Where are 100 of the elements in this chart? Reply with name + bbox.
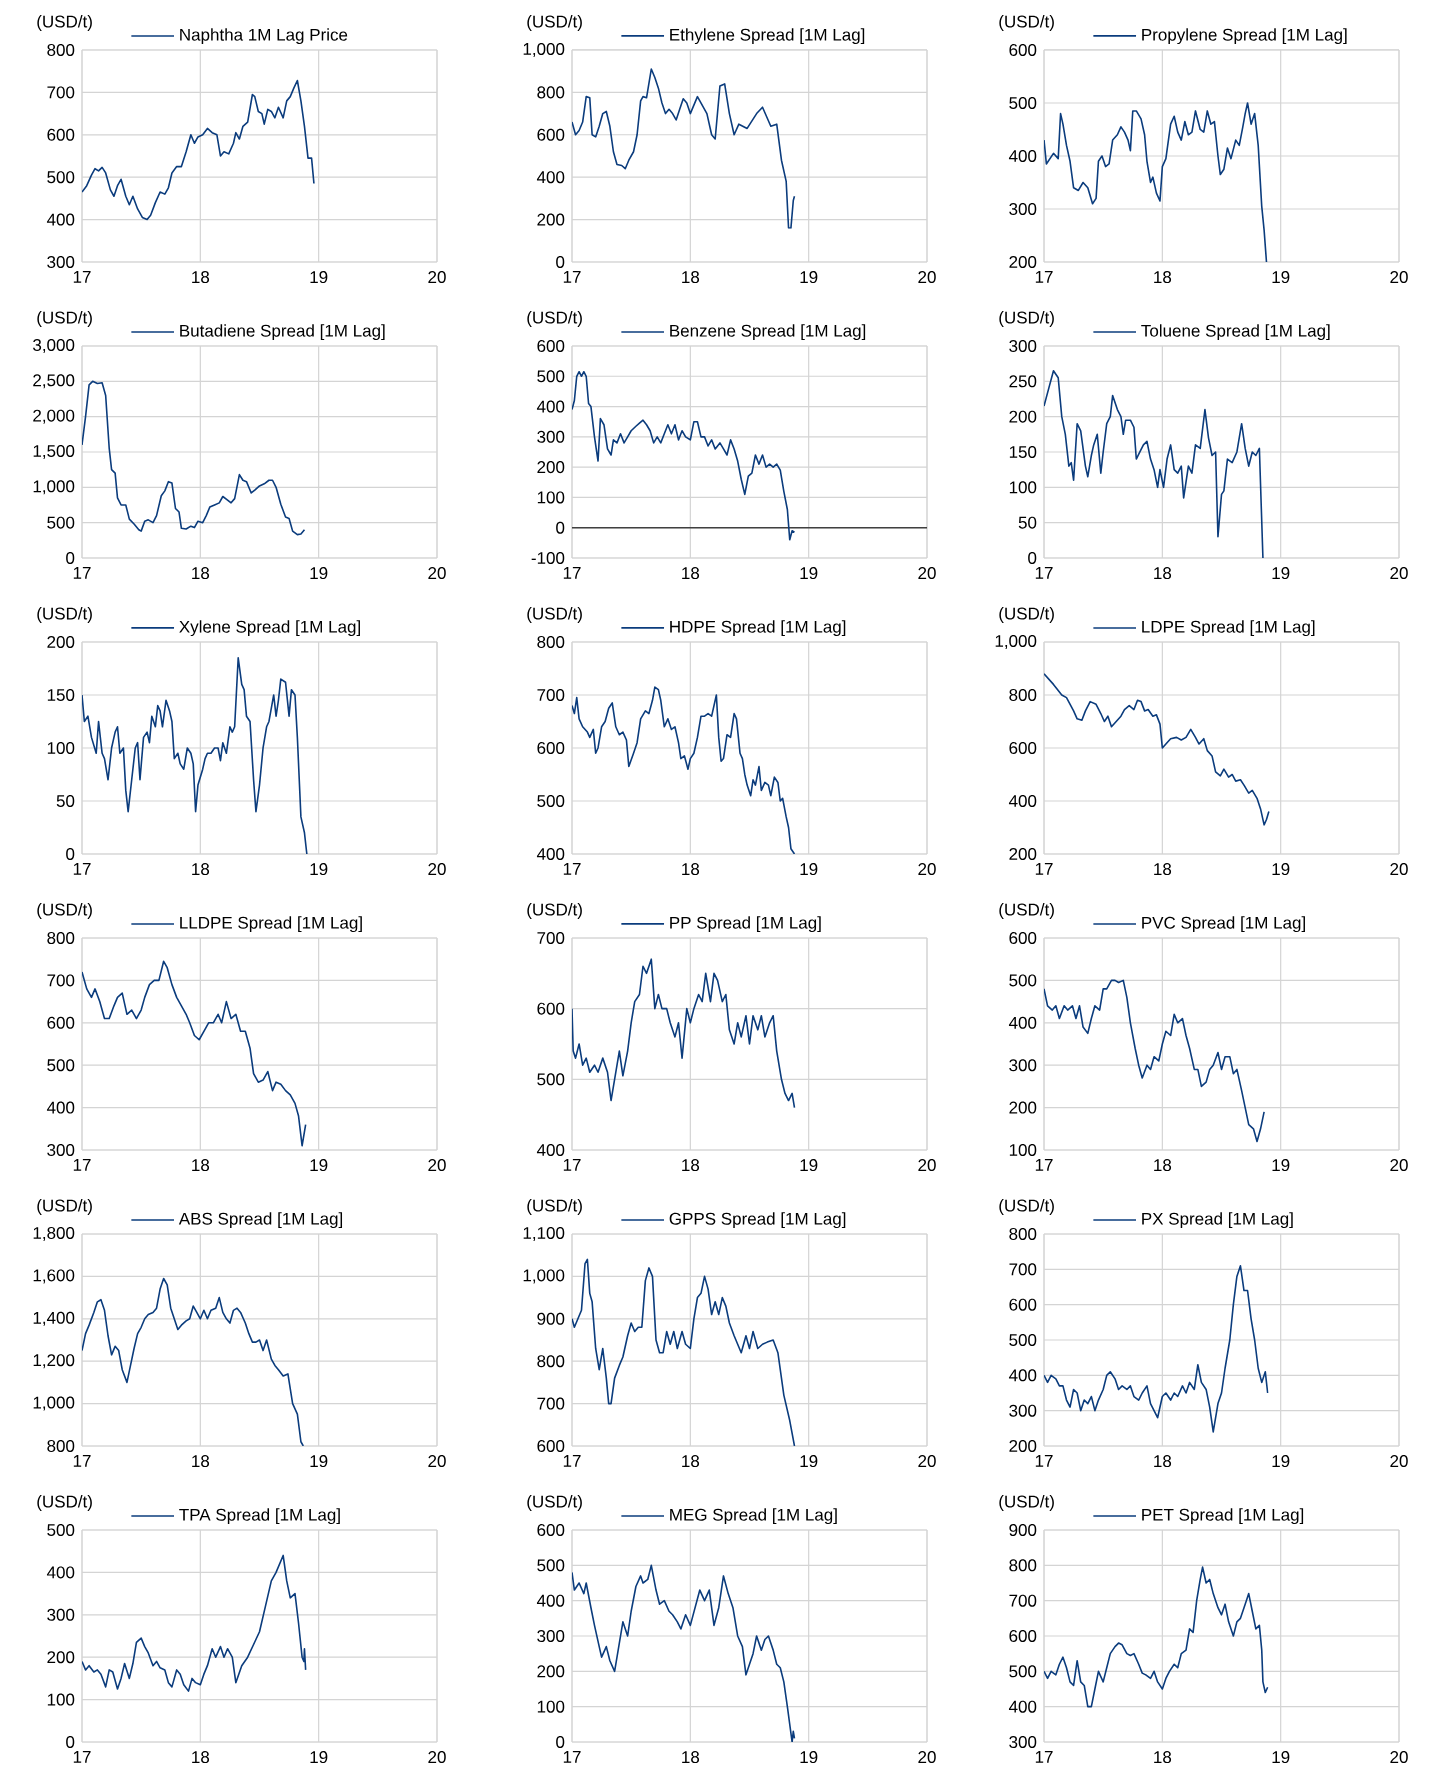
legend-label: TPA Spread [1M Lag] <box>179 1508 340 1525</box>
y-tick-label: 100 <box>537 491 565 504</box>
y-tick-label: 700 <box>537 1397 565 1410</box>
x-tick-label: 17 <box>73 1159 91 1171</box>
y-tick-label: 600 <box>1009 43 1037 56</box>
legend-label: Butadiene Spread [1M Lag] <box>180 324 385 341</box>
y-tick-label: 2,500 <box>33 374 75 389</box>
line-series <box>1044 673 1270 826</box>
line-series <box>82 380 306 536</box>
legend-label: Benzene Spread [1M Lag] <box>670 324 866 341</box>
legend-label: PP Spread [1M Lag] <box>670 916 821 933</box>
x-tick-label: 18 <box>1154 1455 1172 1468</box>
y-tick-label: 150 <box>1009 445 1037 458</box>
y-tick-label: 1,000 <box>33 480 75 495</box>
x-tick-label: 18 <box>682 567 700 580</box>
y-tick-label: 900 <box>1009 1523 1037 1536</box>
y-tick-label: 100 <box>1009 1143 1037 1156</box>
y-tick-label: 600 <box>537 1002 565 1015</box>
y-tick-label: 200 <box>537 461 565 474</box>
y-tick-label: 300 <box>1009 339 1037 352</box>
x-tick-label: 20 <box>1390 271 1408 284</box>
x-tick-label: 20 <box>428 271 446 284</box>
y-tick-label: 300 <box>537 430 565 443</box>
x-tick-label: 20 <box>918 271 936 284</box>
y-tick-label: 500 <box>1009 1333 1037 1346</box>
x-tick-label: 17 <box>1035 271 1053 283</box>
y-tick-label: 300 <box>47 1608 75 1621</box>
x-tick-label: 20 <box>1390 1751 1408 1764</box>
y-tick-label: 1,500 <box>33 444 75 459</box>
x-tick-label: 19 <box>800 1455 818 1468</box>
x-tick-label: 19 <box>1272 1455 1290 1468</box>
y-tick-label: 800 <box>1009 1559 1037 1572</box>
y-tick-label: 2,000 <box>33 409 75 424</box>
y-tick-label: 800 <box>47 1439 75 1452</box>
y-tick-label: 150 <box>47 688 75 701</box>
x-tick-label: 20 <box>918 567 936 580</box>
y-tick-label: 400 <box>1008 149 1037 162</box>
y-tick-label: 400 <box>536 847 565 860</box>
y-tick-label: 50 <box>56 794 75 807</box>
y-tick-label: 200 <box>47 635 75 648</box>
x-tick-label: 17 <box>563 271 581 283</box>
x-tick-label: 17 <box>1035 863 1053 875</box>
y-tick-label: 600 <box>537 1523 565 1536</box>
x-tick-label: 20 <box>428 1751 446 1764</box>
x-tick-label: 20 <box>918 1751 936 1764</box>
line-series <box>1044 369 1264 558</box>
x-tick-label: 17 <box>1035 1455 1053 1467</box>
x-tick-label: 19 <box>800 271 818 284</box>
x-tick-label: 20 <box>918 863 936 876</box>
x-tick-label: 18 <box>192 863 210 876</box>
y-tick-label: 500 <box>1009 974 1037 987</box>
x-tick-label: 17 <box>73 1751 91 1763</box>
y-tick-label: 400 <box>536 1143 565 1156</box>
y-tick-label: 800 <box>537 635 565 648</box>
y-tick-label: 300 <box>1009 1059 1037 1072</box>
y-tick-label: 500 <box>537 1559 565 1572</box>
y-tick-label: 0 <box>556 255 565 268</box>
x-tick-label: 17 <box>563 1751 581 1763</box>
y-tick-label: 400 <box>46 1101 75 1114</box>
y-tick-label: 800 <box>47 43 75 56</box>
x-tick-label: 20 <box>428 567 446 580</box>
y-tick-label: 300 <box>1009 1404 1037 1417</box>
y-tick-label: 300 <box>537 1629 565 1642</box>
x-tick-label: 19 <box>800 863 818 876</box>
line-series <box>1044 979 1265 1143</box>
y-tick-label: 800 <box>1009 1227 1037 1240</box>
y-tick-label: 300 <box>1009 1735 1037 1748</box>
line-series <box>1044 1566 1269 1708</box>
line-series <box>572 958 796 1109</box>
legend-label: ABS Spread [1M Lag] <box>178 1212 343 1229</box>
y-tick-label: 1,600 <box>33 1269 75 1284</box>
y-axis-title: (USD/t) <box>999 607 1054 623</box>
y-tick-label: 300 <box>47 1143 75 1156</box>
y-tick-label: 600 <box>537 1439 565 1452</box>
y-tick-label: 400 <box>1008 1369 1037 1382</box>
x-tick-label: 17 <box>73 567 91 579</box>
y-tick-label: 200 <box>1009 1101 1037 1114</box>
line-series <box>572 68 796 229</box>
line-series <box>1044 1264 1269 1433</box>
x-tick-label: 20 <box>428 1455 446 1468</box>
x-tick-label: 18 <box>682 1159 700 1172</box>
line-series <box>82 1554 307 1692</box>
x-tick-label: 19 <box>310 1159 328 1172</box>
y-tick-label: 400 <box>536 171 565 184</box>
y-tick-label: 100 <box>537 1700 565 1713</box>
y-tick-label: 300 <box>47 255 75 268</box>
y-tick-label: 1,000 <box>523 1269 565 1284</box>
x-tick-label: 17 <box>563 863 581 875</box>
x-tick-label: 18 <box>1154 1159 1172 1172</box>
legend-label: PET Spread [1M Lag] <box>1142 1508 1304 1525</box>
y-tick-label: 400 <box>1008 1700 1037 1713</box>
y-tick-label: 600 <box>537 741 565 754</box>
y-tick-label: 0 <box>66 847 75 860</box>
legend-label: HDPE Spread [1M Lag] <box>670 620 846 637</box>
y-tick-label: 0 <box>1028 551 1037 564</box>
line-series <box>572 686 796 854</box>
y-tick-label: 1,000 <box>33 1396 75 1411</box>
y-axis-title: (USD/t) <box>999 1199 1054 1215</box>
legend-label: Xylene Spread [1M Lag] <box>179 620 360 637</box>
y-tick-label: 500 <box>47 1524 75 1537</box>
